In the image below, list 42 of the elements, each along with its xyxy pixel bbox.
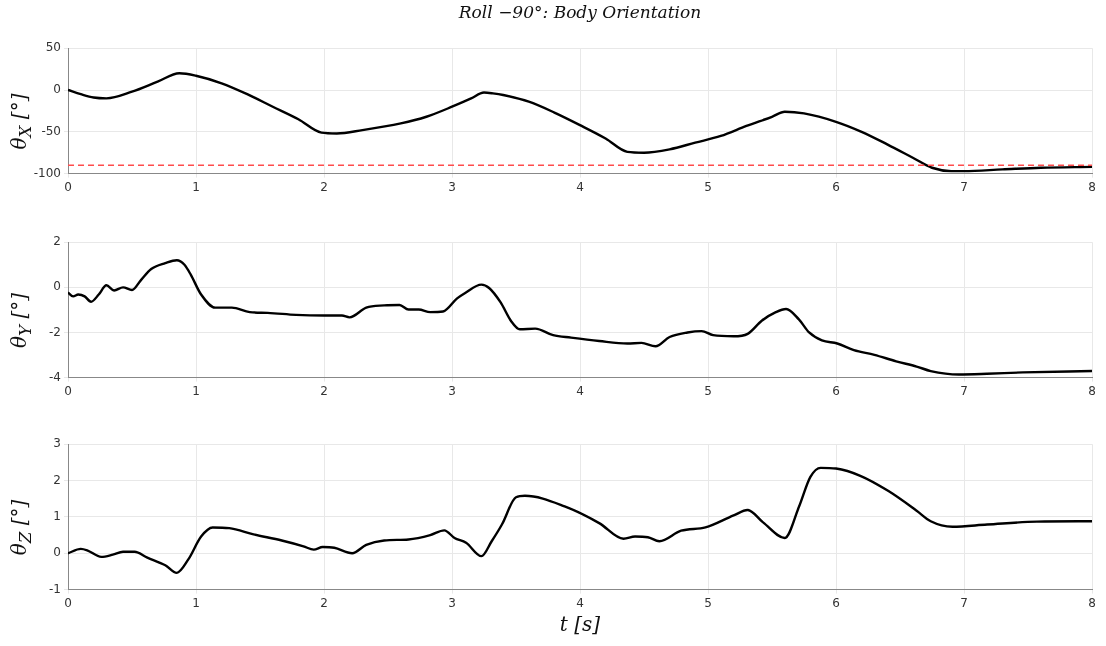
chart-title: Roll −90°: Body Orientation (457, 2, 703, 22)
x-tick-label: 8 (1088, 179, 1096, 194)
y-tick-label: -4 (49, 369, 61, 384)
x-tick-label: 0 (64, 179, 72, 194)
y-tick-label: -1 (49, 581, 61, 596)
x-tick-label: 2 (320, 383, 328, 398)
x-tick-label: 7 (960, 179, 968, 194)
x-tick-label: 4 (576, 179, 584, 194)
x-axis-title: t [s] (558, 612, 602, 636)
x-tick-label: 6 (832, 179, 840, 194)
x-tick-label: 4 (576, 383, 584, 398)
x-tick-label: 3 (448, 179, 456, 194)
y-tick-label: 2 (53, 234, 61, 249)
x-tick-label: 8 (1088, 383, 1096, 398)
x-tick-label: 1 (192, 595, 200, 610)
y-tick-label: 0 (53, 545, 61, 560)
x-tick-label: 6 (832, 595, 840, 610)
x-tick-label: 2 (320, 595, 328, 610)
x-tick-label: 0 (64, 383, 72, 398)
y-tick-label: 1 (53, 509, 61, 524)
y-tick-label: 0 (53, 82, 61, 97)
y-tick-label: 2 (53, 472, 61, 487)
x-tick-label: 1 (192, 383, 200, 398)
x-tick-label: 2 (320, 179, 328, 194)
x-tick-label: 0 (64, 595, 72, 610)
x-tick-label: 5 (704, 383, 712, 398)
x-tick-label: 7 (960, 595, 968, 610)
x-tick-label: 8 (1088, 595, 1096, 610)
x-tick-label: 5 (704, 179, 712, 194)
y-tick-label: -100 (33, 165, 61, 180)
x-tick-label: 5 (704, 595, 712, 610)
y-tick-label: 50 (45, 40, 61, 55)
y-tick-label: 3 (53, 436, 61, 451)
x-tick-label: 3 (448, 383, 456, 398)
y-tick-label: -2 (49, 324, 61, 339)
x-tick-label: 6 (832, 383, 840, 398)
y-tick-label: -50 (41, 123, 61, 138)
x-tick-label: 3 (448, 595, 456, 610)
x-tick-label: 4 (576, 595, 584, 610)
x-tick-label: 7 (960, 383, 968, 398)
y-tick-label: 0 (53, 279, 61, 294)
x-tick-label: 1 (192, 179, 200, 194)
